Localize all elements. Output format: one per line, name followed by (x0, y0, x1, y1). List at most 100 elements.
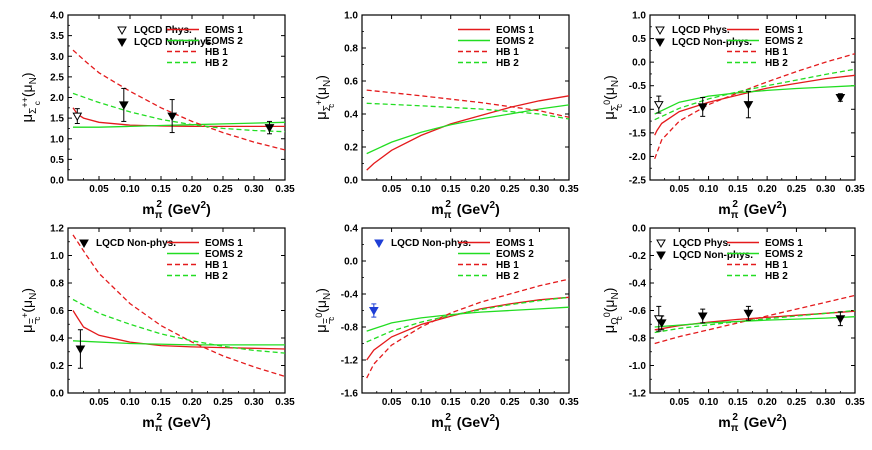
y-axis-label-group: μΣ0c (μN) (601, 75, 624, 120)
x-label-unit: (GeV (740, 414, 777, 430)
y-tick-label: 0.5 (632, 34, 646, 45)
y-tick-label: 0.6 (344, 77, 358, 88)
x-tick-label: 0.25 (500, 184, 520, 195)
series-line-eoms-2 (654, 316, 855, 328)
y-label-mu: μ (313, 111, 330, 120)
y-tick-label: 3.5 (50, 31, 64, 42)
y-tick-label: 4.0 (50, 11, 64, 22)
y-label-mu: μ (19, 114, 36, 123)
series-line-eoms-2 (73, 121, 285, 128)
legend-label: LQCD Non-phys. (134, 37, 214, 48)
series-group (72, 49, 285, 151)
x-tick-label: 0.35 (845, 397, 865, 408)
x-tick-label: 0.25 (213, 397, 233, 408)
x-axis-label: mπ2 (GeV2) (718, 199, 786, 221)
series-line-hb-1 (366, 89, 569, 118)
x-label-unit-sq: 2 (201, 200, 207, 211)
x-tick-label: 0.35 (845, 184, 865, 195)
data-point (697, 308, 708, 324)
series-group (72, 234, 285, 378)
y-tick-label: 0.6 (50, 306, 64, 317)
triangle-filled-marker (118, 101, 129, 110)
x-label-unit: (GeV (164, 201, 201, 217)
x-tick-label: 0.35 (559, 184, 579, 195)
data-point (835, 311, 846, 327)
y-label-close: ) (19, 288, 35, 293)
series-line-hb-1 (72, 234, 285, 378)
triangle-open-marker (72, 112, 83, 122)
x-label-sq: 2 (732, 412, 738, 423)
chart-panel-5: 0.05 0.10 0.15 0.20 0.25 0.30 0.35 -1.6 -1.2 -0.8… (313, 224, 579, 435)
legend-label: LQCD Non-phys. (391, 238, 471, 249)
legend-marker-icon (117, 26, 127, 36)
series-group (654, 53, 855, 160)
x-label-pi: π (444, 423, 452, 434)
legend-label: LQCD Non-phys. (673, 250, 753, 261)
x-tick-label: 0.10 (411, 184, 431, 195)
y-label-unit: N (28, 77, 39, 84)
x-axis-label: mπ2 (GeV2) (431, 412, 499, 434)
x-label-pi: π (155, 210, 163, 221)
x-tick-label: 0.20 (757, 397, 777, 408)
y-label-subsub: c (33, 101, 42, 105)
y-label-unit: N (322, 293, 333, 300)
y-label-sup: + (20, 313, 30, 318)
y-tick-label: -1.0 (629, 361, 647, 372)
x-tick-label: 0.30 (816, 184, 836, 195)
y-tick-label: -1.0 (629, 105, 647, 116)
triangle-open-marker (653, 101, 664, 110)
y-tick-label: 0.0 (50, 176, 64, 187)
triangle-filled-marker (75, 345, 86, 355)
x-label-m: m (142, 414, 154, 430)
y-tick-label: 1.0 (632, 11, 646, 22)
series-line-eoms-2 (72, 340, 285, 346)
y-tick-label: -2.5 (629, 176, 647, 187)
legend-label: EOMS 1 (496, 25, 534, 36)
y-tick-label: 0.4 (344, 224, 358, 235)
y-tick-label: -1.5 (629, 128, 647, 139)
legend-marker-icon (79, 239, 89, 249)
x-tick-label: 0.20 (182, 184, 202, 195)
y-tick-label: -0.8 (629, 334, 647, 345)
y-axis-label: μΞ0c (μN) (313, 288, 336, 333)
series-line-eoms-2 (366, 104, 569, 155)
series-line-hb-1 (654, 294, 855, 345)
series-line-eoms-1 (654, 74, 855, 136)
x-label-close: ) (206, 201, 211, 217)
x-tick-label: 0.05 (382, 184, 402, 195)
y-axis-label: μΩ0c (μN) (601, 288, 624, 334)
x-tick-label: 0.15 (728, 397, 748, 408)
y-tick-label: 0.5 (50, 155, 64, 166)
y-label-subsub: c (615, 104, 624, 108)
y-tick-label: 0.4 (50, 334, 64, 345)
triangle-filled-marker (835, 315, 846, 324)
y-tick-label: 0.4 (344, 110, 358, 121)
x-tick-label: 0.20 (182, 397, 202, 408)
x-label-pi: π (731, 423, 739, 434)
x-tick-label: 0.25 (500, 397, 520, 408)
y-label-mu: μ (313, 324, 330, 333)
y-label-mu: μ (19, 324, 36, 333)
x-label-unit: (GeV (453, 414, 490, 430)
x-tick-label: 0.35 (275, 184, 295, 195)
triangle-open-marker (653, 315, 664, 324)
triangle-filled-marker (743, 101, 754, 110)
series-line-eoms-2 (654, 85, 855, 115)
y-label-sub: Σ (322, 105, 333, 111)
plot-frame (361, 227, 570, 394)
series-line-hb-2 (654, 309, 855, 334)
x-axis-label: mπ2 (GeV2) (142, 199, 210, 221)
y-label-subsub: c (327, 104, 336, 108)
legend-label: HB 1 (765, 260, 788, 271)
y-tick-label: 2.5 (50, 72, 64, 83)
y-tick-label: 1.2 (50, 224, 64, 235)
x-label-close: ) (206, 414, 211, 430)
series-line-hb-2 (654, 68, 855, 121)
x-tick-label: 0.25 (787, 397, 807, 408)
legend-label: LQCD Phys. (134, 25, 192, 36)
x-label-unit: (GeV (740, 201, 777, 217)
plot-frame (361, 14, 570, 181)
y-label-unit: N (610, 292, 621, 299)
series-line-hb-1 (366, 278, 569, 379)
